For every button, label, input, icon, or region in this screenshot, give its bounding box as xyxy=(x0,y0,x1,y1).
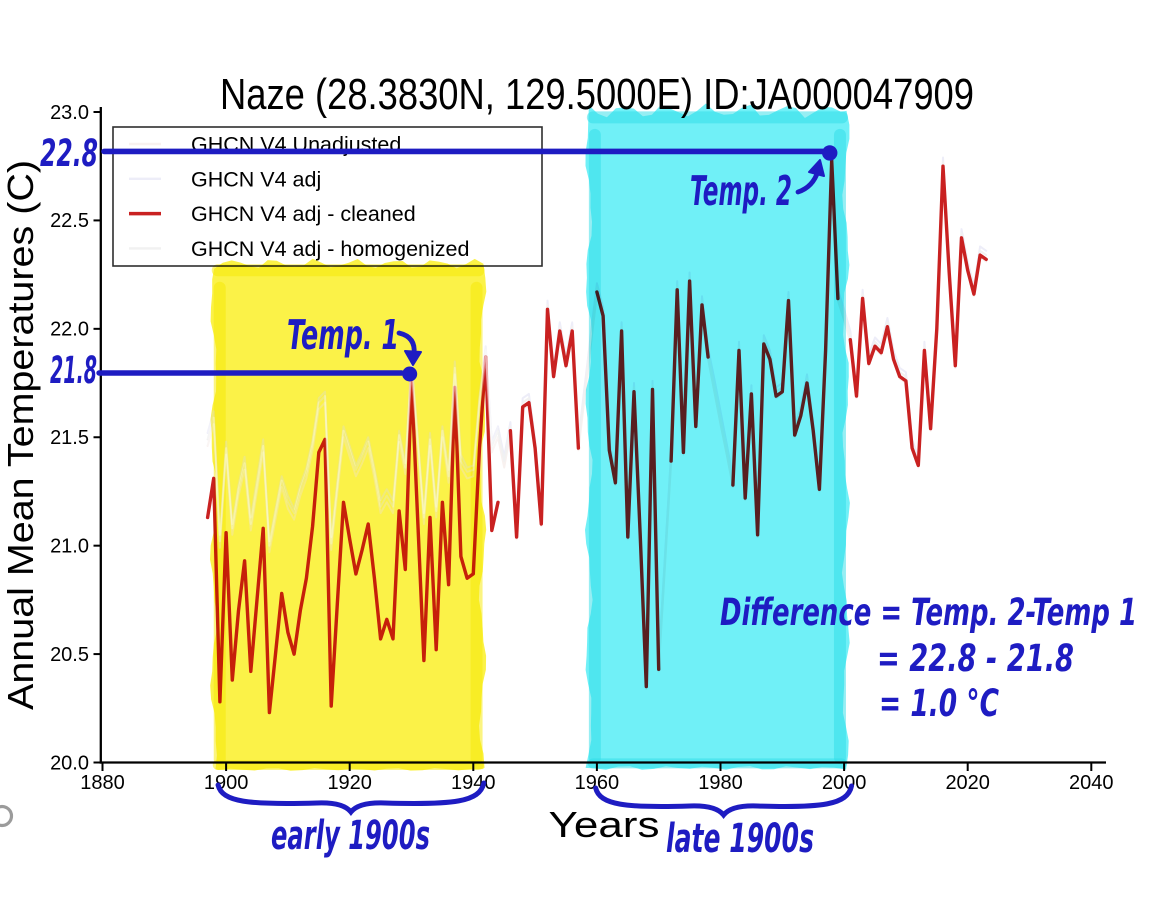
x-axis-label: Years xyxy=(549,804,660,845)
temp1-arrowhead xyxy=(404,350,422,366)
temp2-value-text: 22.8 xyxy=(40,132,98,175)
late-1900s-band xyxy=(585,103,850,770)
late-1900s-label: late 1900s xyxy=(666,816,814,862)
y-tick-label: 22.0 xyxy=(50,319,89,341)
x-tick-label: 1880 xyxy=(80,772,125,794)
difference-formula-line3: = 1.0 °C xyxy=(879,682,999,725)
late-1900s-brace xyxy=(593,783,855,819)
y-tick-label: 21.0 xyxy=(50,535,89,557)
x-tick-marks: 1880 1900 1920 1940 1960 1980 2000 2020 2040 xyxy=(80,762,1114,794)
y-tick-marks: 20.0 20.5 21.0 21.5 22.0 22.5 23.0 xyxy=(50,102,101,774)
ghost-highlight-overlay xyxy=(206,356,499,554)
chart-title: Naze (28.3830N, 129.5000E) ID:JA00004790… xyxy=(220,70,974,119)
difference-formula-line1: Difference = Temp. 2-Temp 1 xyxy=(720,591,1137,634)
ghost-lines-over-band xyxy=(206,345,499,554)
y-tick-label: 20.5 xyxy=(50,644,89,666)
temp2-arrowhead xyxy=(808,159,825,177)
x-tick-label: 1980 xyxy=(698,772,743,794)
early-1900s-band xyxy=(210,258,487,771)
x-tick-label: 1920 xyxy=(327,772,372,794)
y-tick-label: 21.5 xyxy=(50,427,89,449)
temp1-label: Temp. 1 xyxy=(287,311,399,359)
temp2-marker-dot xyxy=(822,145,838,161)
legend-entry-label: GHCN V4 adj - cleaned xyxy=(191,202,416,226)
x-tick-label: 2000 xyxy=(822,772,867,794)
cursor-ring-icon xyxy=(0,804,14,828)
y-axis-label: Annual Mean Temperatures (C) xyxy=(0,160,41,710)
handwritten-annotations: 22.8 Temp. 2 21.8 Temp. 1 Difference = T… xyxy=(40,132,1137,862)
difference-formula-line2: = 22.8 - 21.8 xyxy=(877,637,1074,680)
temp1-marker-dot xyxy=(402,366,418,382)
temp1-value-text: 21.8 xyxy=(50,349,97,392)
early-1900s-label: early 1900s xyxy=(271,813,430,859)
early-1900s-brace xyxy=(215,780,487,816)
temp2-label: Temp. 2 xyxy=(690,167,792,215)
x-tick-label: 1900 xyxy=(204,772,249,794)
x-tick-label: 2040 xyxy=(1069,772,1114,794)
y-tick-label: 22.5 xyxy=(50,210,89,232)
axes: 20.0 20.5 21.0 21.5 22.0 22.5 23.0 1880 1900 192… xyxy=(50,102,1113,794)
ghost-highlight-overlay xyxy=(206,349,499,547)
y-tick-label: 20.0 xyxy=(50,752,89,774)
ghost-highlight-overlay xyxy=(206,345,499,543)
x-tick-label: 2020 xyxy=(945,772,990,794)
y-tick-label: 23.0 xyxy=(50,102,89,124)
legend-entry-label: GHCN V4 adj - homogenized xyxy=(191,237,469,261)
legend-entry-label: GHCN V4 adj xyxy=(191,167,321,191)
highlighter-bands xyxy=(210,103,850,771)
x-tick-label: 1960 xyxy=(575,772,620,794)
x-tick-label: 1940 xyxy=(451,772,496,794)
